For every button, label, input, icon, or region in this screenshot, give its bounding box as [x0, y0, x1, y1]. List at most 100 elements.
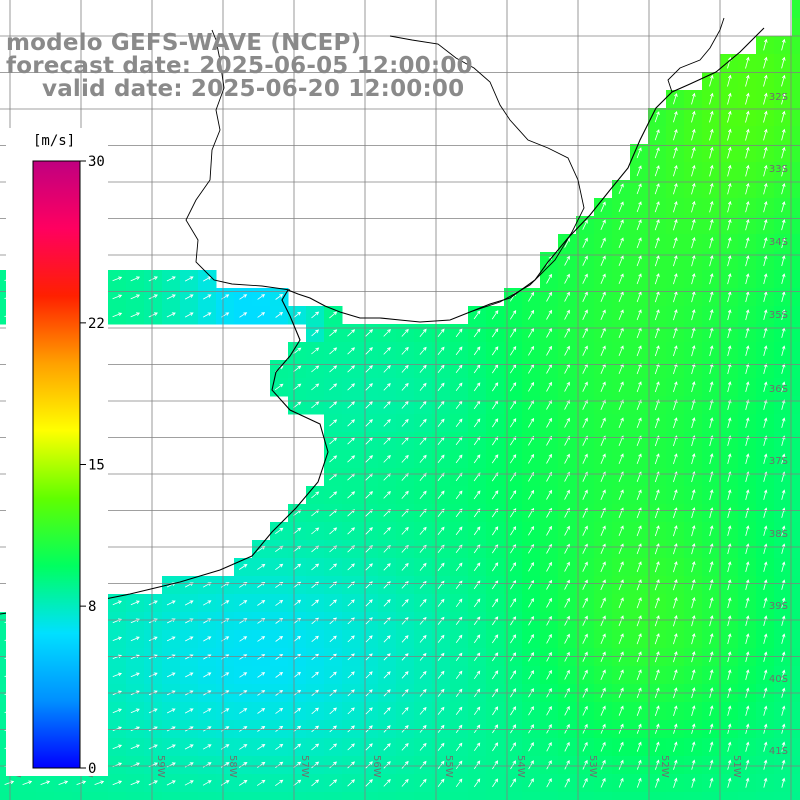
- wind-arrow: [166, 276, 176, 282]
- wind-arrow: [600, 453, 606, 464]
- wind-arrow: [347, 725, 355, 733]
- wind-arrow: [546, 597, 552, 608]
- wind-arrow: [221, 618, 230, 624]
- wind-arrow: [311, 311, 320, 319]
- wind-arrow: [636, 237, 642, 249]
- wind-arrow: [455, 724, 463, 733]
- wind-arrow: [311, 725, 320, 733]
- wind-arrow: [293, 761, 302, 769]
- wind-arrow: [727, 579, 732, 591]
- wind-arrow: [691, 596, 696, 609]
- wind-arrow: [691, 669, 696, 681]
- border-path: [667, 17, 725, 93]
- wind-arrow: [492, 724, 499, 734]
- wind-speed-cell: [792, 198, 800, 217]
- wind-arrow: [636, 759, 642, 770]
- wind-arrow: [166, 600, 176, 606]
- wind-arrow: [293, 725, 302, 733]
- wind-arrow: [600, 543, 606, 554]
- wind-arrow: [655, 741, 660, 752]
- lat-label: 33S: [769, 164, 788, 175]
- wind-arrow: [654, 489, 660, 501]
- wind-arrow: [383, 653, 391, 661]
- wind-arrow: [347, 779, 356, 787]
- wind-arrow: [455, 418, 463, 428]
- wind-speed-cell: [792, 288, 800, 307]
- wind-speed-cell: [792, 234, 800, 253]
- wind-arrow: [673, 543, 678, 555]
- wind-arrow: [419, 778, 427, 787]
- wind-arrow: [491, 328, 499, 338]
- wind-arrow: [600, 633, 606, 645]
- wind-arrow: [600, 723, 606, 734]
- wind-arrow: [673, 218, 678, 231]
- wind-arrow: [600, 777, 606, 788]
- wind-arrow: [401, 364, 409, 373]
- wind-arrow: [727, 381, 732, 393]
- wind-arrow: [745, 345, 750, 357]
- wind-arrow: [654, 111, 660, 123]
- wind-arrow: [582, 345, 588, 356]
- wind-arrow: [691, 453, 696, 465]
- wind-arrow: [564, 399, 570, 410]
- wind-speed-cell: [378, 792, 397, 800]
- wind-arrow: [365, 419, 373, 427]
- wind-arrow: [419, 598, 427, 607]
- wind-speed-cell: [666, 792, 685, 800]
- wind-arrow: [257, 672, 266, 678]
- wind-arrow: [546, 345, 552, 356]
- wind-arrow: [510, 526, 517, 536]
- wind-speed-cell: [792, 360, 800, 379]
- wind-arrow: [130, 312, 141, 318]
- wind-arrow: [347, 635, 355, 643]
- wind-arrow: [582, 633, 588, 644]
- wind-arrow: [600, 759, 606, 770]
- lat-label: 40S: [769, 674, 788, 685]
- wind-arrow: [781, 146, 786, 159]
- wind-arrow: [654, 219, 660, 231]
- wind-arrow: [727, 453, 732, 465]
- wind-arrow: [781, 92, 786, 105]
- wind-arrow: [275, 527, 284, 535]
- wind-arrow: [709, 705, 714, 717]
- wind-arrow: [491, 616, 499, 626]
- wind-arrow: [491, 562, 499, 572]
- wind-arrow: [654, 345, 660, 357]
- wind-arrow: [347, 581, 355, 589]
- wind-arrow: [437, 418, 445, 427]
- wind-arrow: [745, 92, 750, 105]
- wind-arrow: [727, 489, 732, 501]
- wind-arrow: [564, 705, 570, 716]
- wind-arrow: [239, 744, 248, 750]
- wind-speed-cell: [432, 792, 451, 800]
- wind-speed-cell: [450, 792, 469, 800]
- wind-arrow: [564, 561, 570, 572]
- wind-arrow: [528, 724, 534, 734]
- wind-arrow: [691, 164, 696, 177]
- wind-arrow: [745, 255, 750, 267]
- wind-arrow: [112, 726, 122, 732]
- wind-arrow: [112, 672, 122, 677]
- wind-speed-cell: [792, 702, 800, 721]
- wind-arrow: [202, 780, 212, 786]
- wind-arrow: [546, 778, 552, 788]
- wind-arrow: [727, 597, 732, 609]
- wind-arrow: [184, 294, 194, 300]
- wind-arrow: [491, 454, 499, 464]
- wind-arrow: [781, 705, 786, 716]
- wind-arrow: [636, 399, 642, 411]
- wind-arrow: [492, 778, 499, 788]
- wind-arrow: [455, 382, 463, 392]
- wind-arrow: [528, 291, 535, 302]
- wind-arrow: [455, 526, 463, 536]
- wind-arrow: [600, 273, 606, 284]
- wind-arrow: [455, 454, 463, 464]
- wind-arrow: [401, 346, 409, 355]
- wind-arrow: [401, 760, 409, 769]
- wind-arrow: [709, 543, 714, 555]
- wind-arrow: [709, 453, 714, 465]
- wind-speed-cell: [792, 108, 800, 127]
- wind-arrow: [437, 382, 445, 391]
- wind-arrow: [709, 597, 714, 609]
- wind-arrow: [727, 345, 732, 357]
